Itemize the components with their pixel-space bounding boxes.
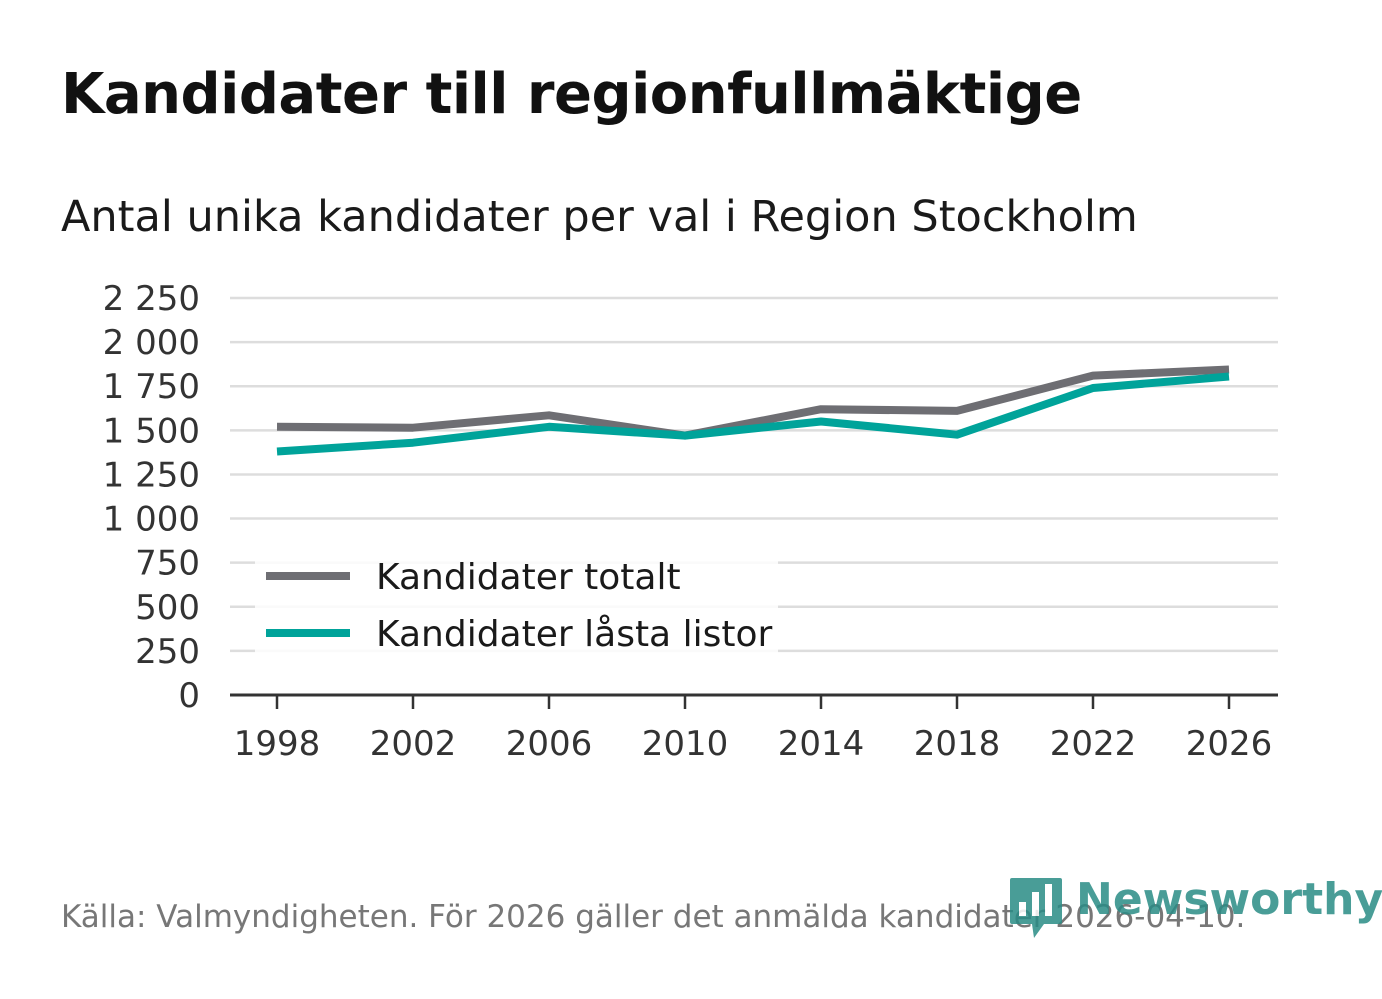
x-tick-label: 2010 <box>642 724 729 764</box>
bar-chart-logo-icon <box>1010 878 1062 938</box>
series-lines <box>276 365 1230 456</box>
x-tick-label: 2006 <box>506 724 593 764</box>
y-tick-label: 0 <box>178 676 200 716</box>
y-tick-label: 1 750 <box>103 367 200 407</box>
x-tick-label: 2022 <box>1050 724 1137 764</box>
y-tick-label: 2 250 <box>103 279 200 319</box>
y-tick-label: 1 250 <box>103 455 200 495</box>
chart-subtitle: Antal unika kandidater per val i Region … <box>61 192 1138 242</box>
y-tick-label: 250 <box>135 632 200 672</box>
y-tick-label: 2 000 <box>103 323 200 363</box>
legend-background <box>255 548 778 656</box>
y-tick-label: 1 500 <box>103 411 200 451</box>
y-tick-label: 750 <box>135 544 200 584</box>
newsworthy-logo: Newsworthy <box>1010 874 1382 942</box>
logo-wordmark: Newsworthy <box>1076 874 1382 925</box>
legend-label: Kandidater totalt <box>376 557 681 598</box>
y-tick-label: 1 000 <box>103 500 200 540</box>
legend: Kandidater totalt Kandidater låsta listor <box>255 548 778 656</box>
x-tick-label: 1998 <box>234 724 321 764</box>
series-line-0 <box>276 365 1230 440</box>
y-tick-label: 500 <box>135 588 200 628</box>
x-tick-label: 2026 <box>1186 724 1273 764</box>
x-tick-label: 2002 <box>370 724 457 764</box>
series-line-1 <box>276 372 1230 456</box>
legend-label: Kandidater låsta listor <box>376 614 772 655</box>
chart-title: Kandidater till regionfullmäktige <box>61 62 1082 127</box>
x-tick-label: 2014 <box>778 724 865 764</box>
x-tick-label: 2018 <box>914 724 1001 764</box>
x-axis-ticks: 1998 2002 2006 2010 2014 2018 2022 2026 <box>230 693 1278 764</box>
